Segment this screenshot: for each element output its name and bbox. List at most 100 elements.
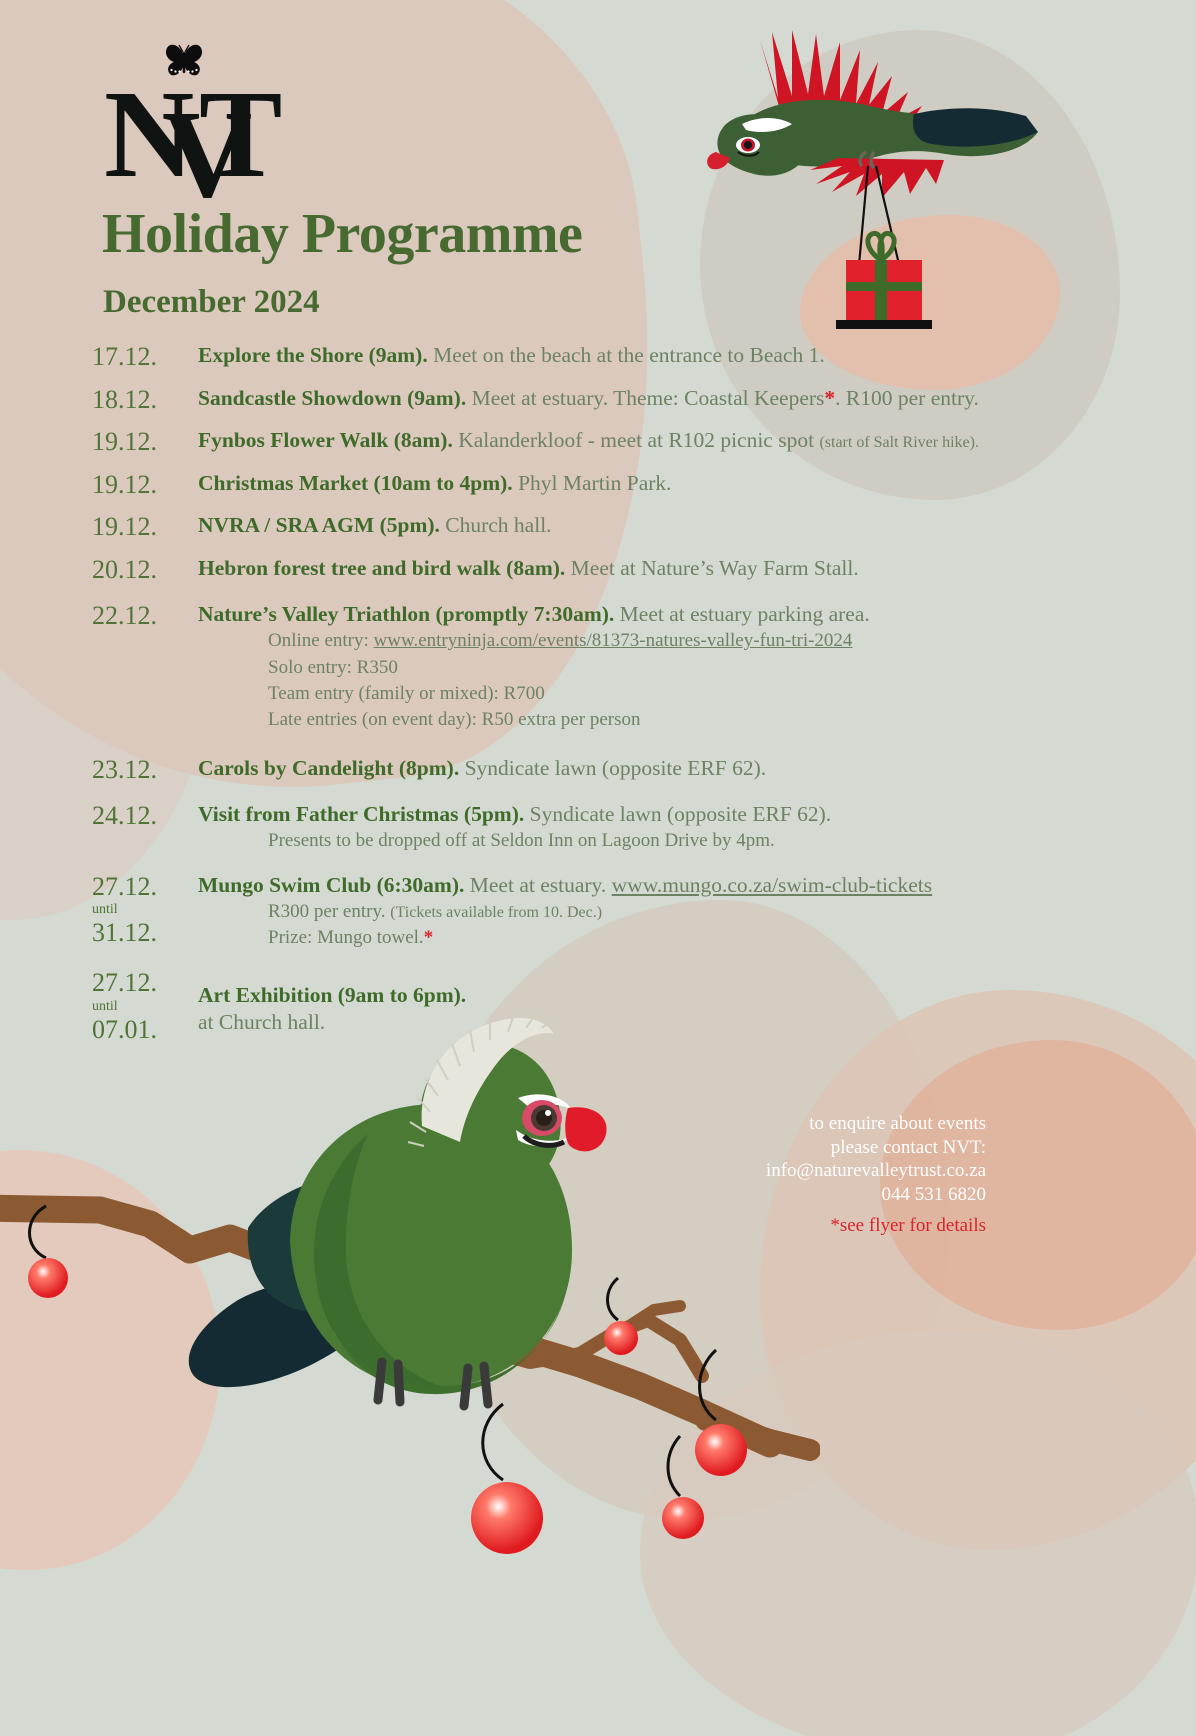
events-list: 17.12. Explore the Shore (9am). Meet on … <box>92 342 1072 1057</box>
nvt-monogram: N V T <box>104 66 282 206</box>
event-date-start: 27.12. <box>92 968 157 998</box>
event-date-end: 07.01. <box>92 1014 157 1044</box>
contact-line-2: please contact NVT: <box>830 1136 986 1158</box>
event-title: Explore the Shore (9am). <box>198 343 428 367</box>
bauble-icon <box>695 1348 747 1476</box>
event-title: Art Exhibition (9am to 6pm). <box>198 983 467 1008</box>
svg-text:V: V <box>162 86 252 206</box>
event-date: 24.12. <box>92 801 157 831</box>
event-title: NVRA / SRA AGM (5pm). <box>198 513 440 538</box>
event-date: 18.12. <box>92 384 157 414</box>
event-subline: Late entries (on event day): R50 extra p… <box>268 709 641 731</box>
event-date: 19.12. <box>92 469 157 499</box>
event-subline: Presents to be dropped off at Seldon Inn… <box>268 830 775 852</box>
event-body: Carols by Candelight (8pm). Syndicate la… <box>192 755 1072 781</box>
event-row: 17.12. Explore the Shore (9am). Meet on … <box>92 342 1072 371</box>
event-body: Mungo Swim Club (6:30am). Meet at estuar… <box>192 872 1072 951</box>
event-row: 24.12. Visit from Father Christmas (5pm)… <box>92 801 1072 854</box>
bauble-icon <box>28 1204 68 1298</box>
event-title: Mungo Swim Club (6:30am). <box>198 872 465 897</box>
event-date: 23.12. <box>92 754 157 784</box>
event-row: 19.12. NVRA / SRA AGM (5pm). Church hall… <box>92 512 1072 541</box>
event-date: 22.12. <box>92 601 157 631</box>
svg-text:T: T <box>199 66 282 204</box>
event-date-start: 27.12. <box>92 871 157 901</box>
event-date-until-label: until <box>92 902 118 918</box>
event-body: Christmas Market (10am to 4pm). Phyl Mar… <box>192 470 1072 496</box>
background-blob-bottom-right <box>640 1330 1196 1736</box>
event-row: 27.12. until 07.01. Art Exhibition (9am … <box>92 968 1072 1043</box>
event-date: 19.12. <box>92 427 157 457</box>
event-row: 20.12. Hebron forest tree and bird walk … <box>92 555 1072 584</box>
event-body: Visit from Father Christmas (5pm). Syndi… <box>192 801 1072 854</box>
mungo-tickets-link[interactable]: www.mungo.co.za/swim-club-tickets <box>611 872 933 897</box>
event-detail: Meet at Nature’s Way Farm Stall. <box>565 555 859 580</box>
event-row: 18.12. Sandcastle Showdown (9am). Meet a… <box>92 385 1072 414</box>
event-date-range: 27.12. until 31.12. <box>92 872 192 947</box>
background-blob-right-accent <box>880 1040 1196 1330</box>
knysna-turaco-flying-icon <box>707 30 1038 329</box>
event-title: Fynbos Flower Walk (8am). <box>198 428 453 453</box>
event-row: 19.12. Fynbos Flower Walk (8am). Kalande… <box>92 427 1072 456</box>
knysna-turaco-perched-icon <box>188 1013 607 1411</box>
event-title: Sandcastle Showdown (9am). <box>198 385 467 410</box>
event-detail: Meet at estuary. Theme: Coastal Keepers <box>466 385 825 410</box>
mungo-price: R300 per entry. <box>268 900 391 922</box>
online-entry-label: Online entry: <box>268 630 374 652</box>
event-detail: Syndicate lawn (opposite ERF 62). <box>524 802 832 827</box>
event-subline: Prize: Mungo towel.* <box>268 926 1072 950</box>
contact-block: to enquire about events please contact N… <box>656 1112 986 1206</box>
page-subtitle: December 2024 <box>103 284 320 320</box>
event-detail: Syndicate lawn (opposite ERF 62). <box>459 755 767 780</box>
event-row: 23.12. Carols by Candelight (8pm). Syndi… <box>92 755 1072 784</box>
event-detail: Meet at estuary. <box>464 872 612 897</box>
event-body: Sandcastle Showdown (9am). Meet at estua… <box>192 385 1072 411</box>
event-body: NVRA / SRA AGM (5pm). Church hall. <box>192 512 1072 538</box>
mungo-prize: Prize: Mungo towel. <box>268 927 424 949</box>
event-body: Hebron forest tree and bird walk (8am). … <box>192 555 1072 581</box>
event-date: 17.12. <box>92 342 157 371</box>
gift-box-icon <box>836 230 932 329</box>
event-detail: Church hall. <box>439 513 552 538</box>
event-detail: Meet at estuary parking area. <box>614 602 870 627</box>
event-date: 20.12. <box>92 554 157 584</box>
butterfly-icon <box>165 44 203 76</box>
footnote-star: * <box>824 385 836 410</box>
background-blob-gift <box>800 215 1060 390</box>
event-title: Christmas Market (10am to 4pm). <box>198 470 513 495</box>
triathlon-entry-link[interactable]: www.entryninja.com/events/81373-natures-… <box>373 630 853 652</box>
event-body: Nature’s Valley Triathlon (promptly 7:30… <box>192 601 1072 732</box>
event-body: Fynbos Flower Walk (8am). Kalanderkloof … <box>192 427 1072 453</box>
event-title: Hebron forest tree and bird walk (8am). <box>198 555 566 580</box>
event-row: 22.12. Nature’s Valley Triathlon (prompt… <box>92 601 1072 732</box>
event-subline: Team entry (family or mixed): R700 <box>268 682 545 704</box>
event-date: 19.12. <box>92 512 157 542</box>
event-detail: at Church hall. <box>198 1009 326 1034</box>
mungo-ticket-note: (Tickets available from 10. Dec.) <box>390 903 603 921</box>
event-subline: Solo entry: R350 <box>268 656 398 678</box>
nvt-logo: N V T <box>104 42 284 212</box>
event-title: Visit from Father Christmas (5pm). <box>198 802 525 827</box>
event-date-end: 31.12. <box>92 917 157 947</box>
event-title: Nature’s Valley Triathlon (promptly 7:30… <box>198 602 615 627</box>
contact-line-1: to enquire about events <box>809 1113 986 1134</box>
event-detail-2: . R100 per entry. <box>835 385 979 410</box>
event-date-range: 27.12. until 07.01. <box>92 968 192 1043</box>
contact-phone[interactable]: 044 531 6820 <box>881 1183 987 1205</box>
footnote-star: * <box>423 927 434 949</box>
event-detail-small: (start of Salt River hike). <box>819 434 979 452</box>
event-detail: Kalanderkloof - meet at R102 picnic spot <box>452 428 820 453</box>
flyer-footnote: *see flyer for details <box>830 1215 986 1236</box>
event-subline: Online entry: www.entryninja.com/events/… <box>268 629 1072 653</box>
event-title: Carols by Candelight (8pm). <box>198 755 460 780</box>
contact-email[interactable]: info@naturevalleytrust.co.za <box>765 1160 986 1182</box>
event-subline: R300 per entry. (Tickets available from … <box>268 900 1072 924</box>
event-row: 27.12. until 31.12. Mungo Swim Club (6:3… <box>92 872 1072 951</box>
event-body: Art Exhibition (9am to 6pm). at Church h… <box>192 968 1072 1034</box>
page-title: Holiday Programme <box>102 203 583 265</box>
event-detail: Meet on the beach at the entrance to Bea… <box>427 343 825 367</box>
bauble-icon <box>662 1435 704 1539</box>
event-date-until-label: until <box>92 998 118 1014</box>
